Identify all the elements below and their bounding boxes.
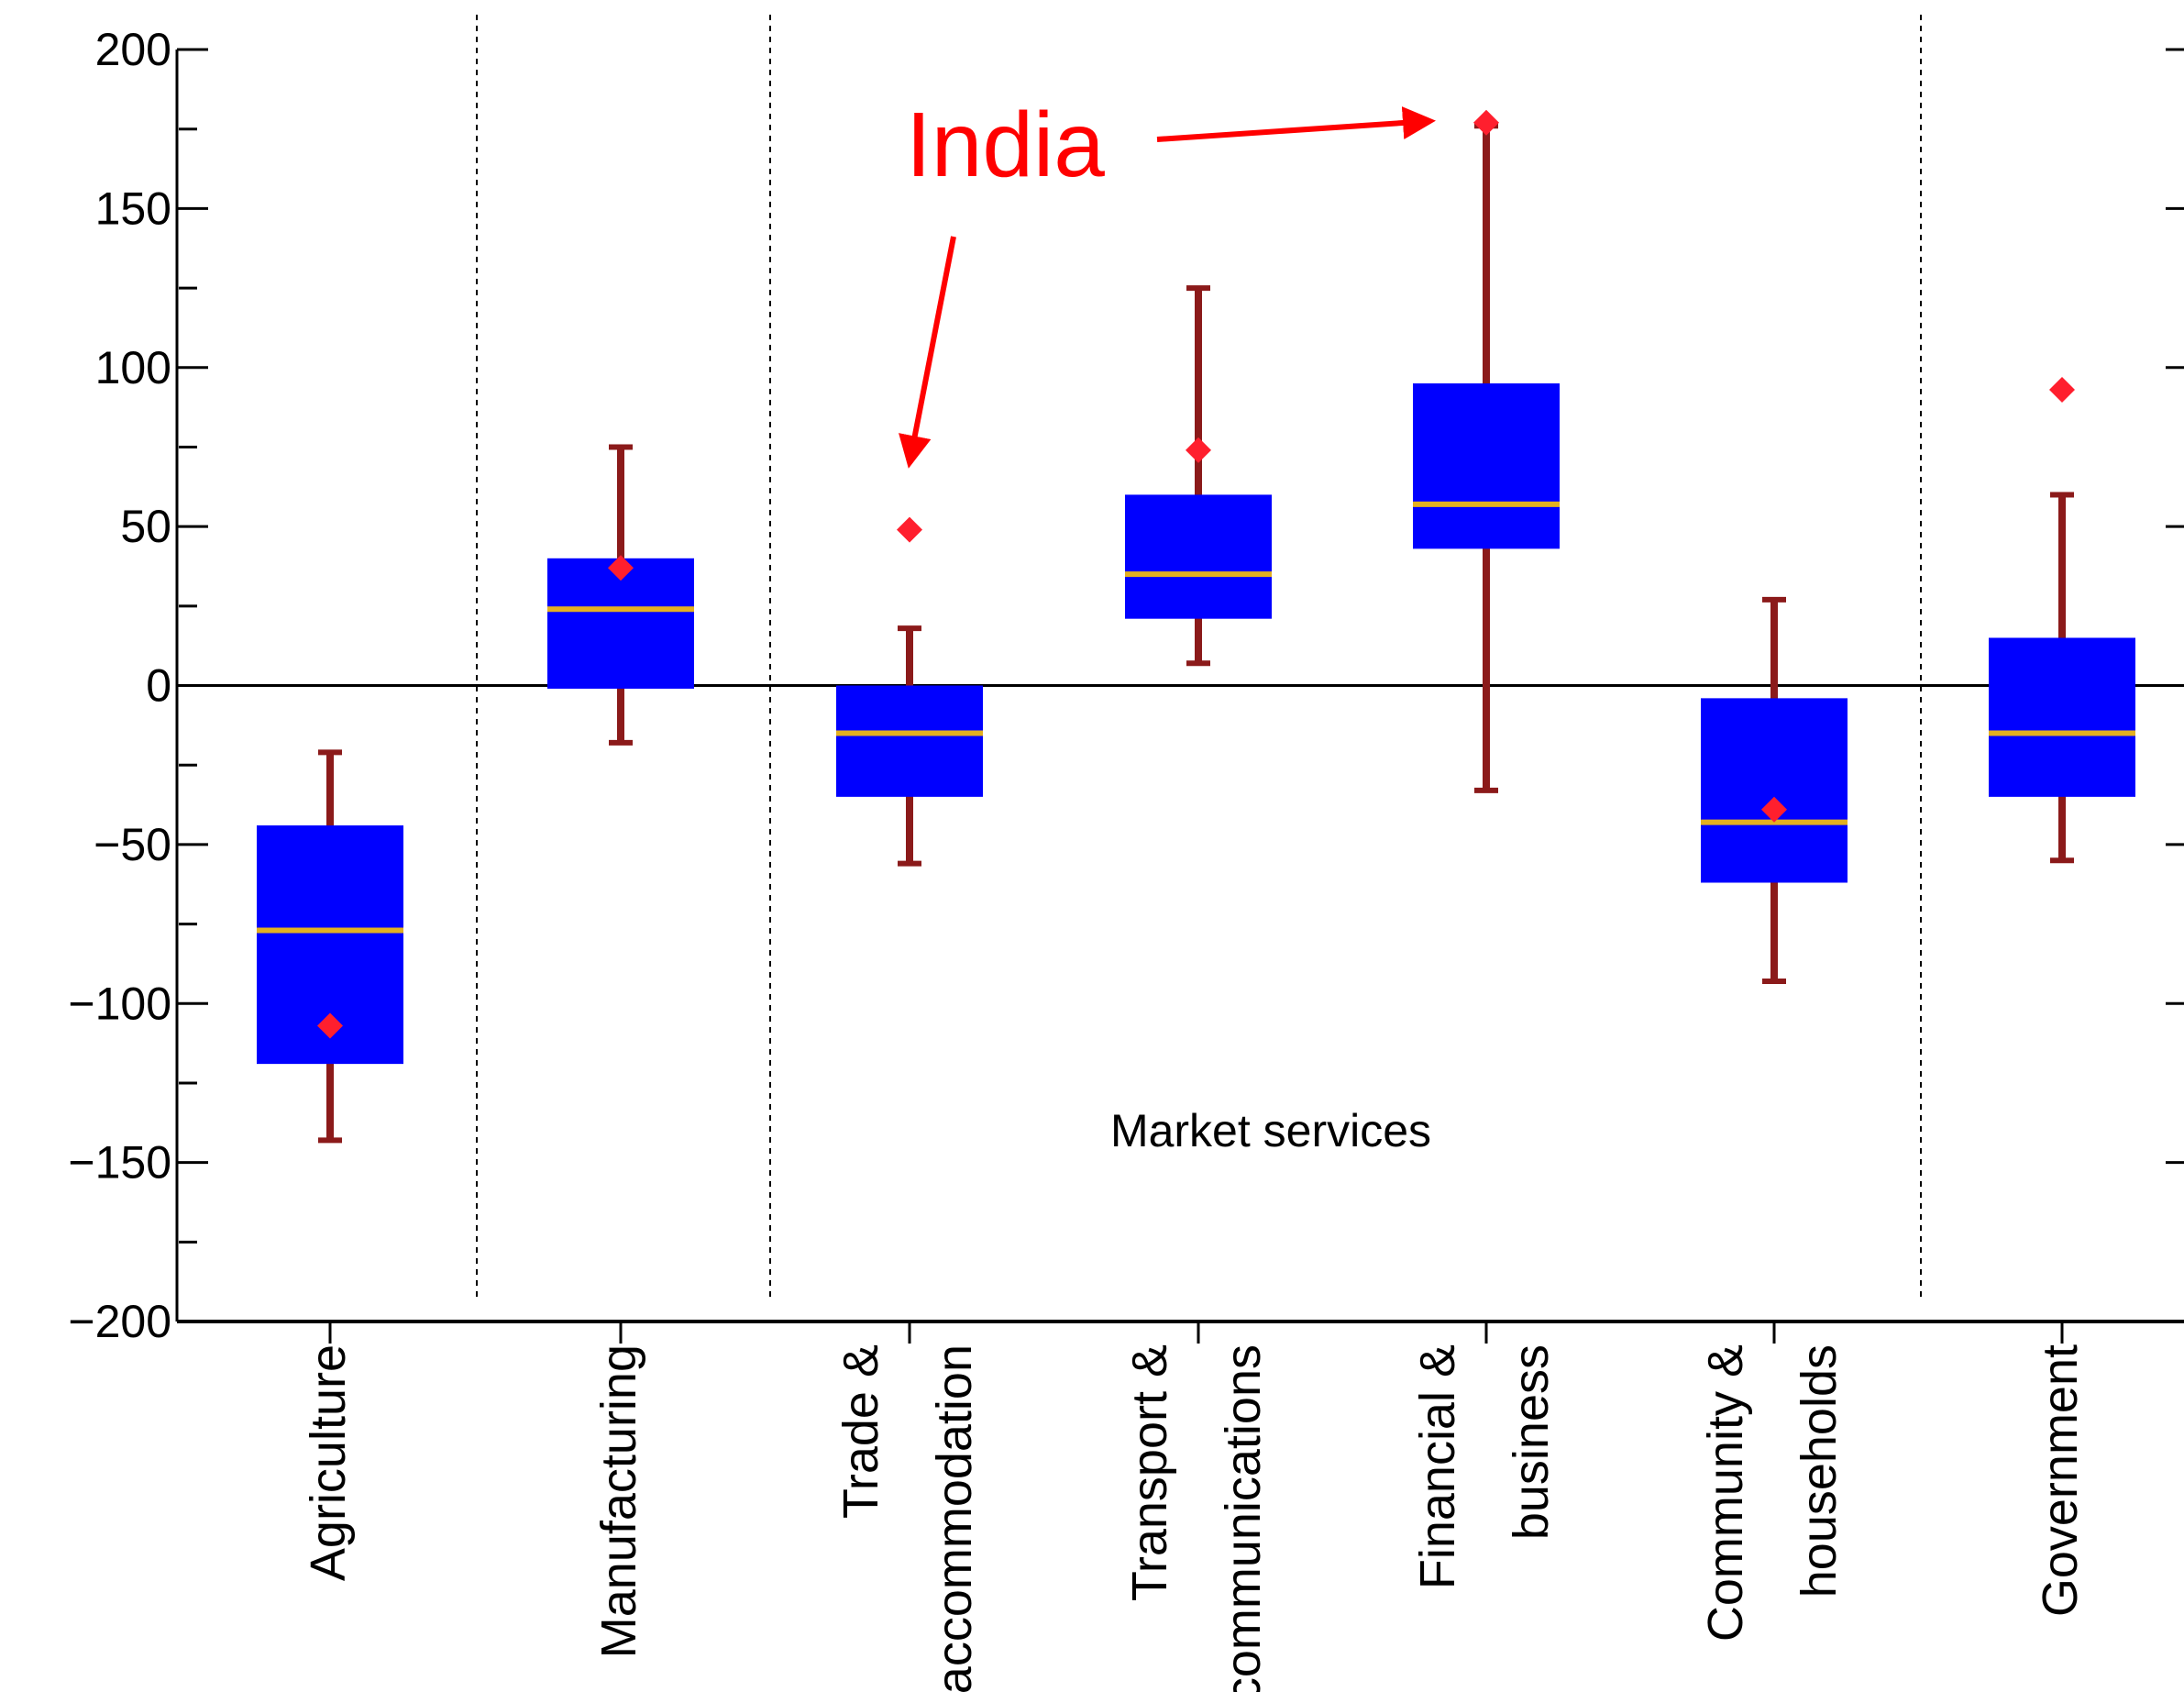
india-marker: [2049, 377, 2075, 404]
y-tick-label: 0: [146, 660, 171, 712]
category-label: Financial &: [1410, 1344, 1465, 1589]
india-markers: [317, 109, 2075, 1039]
category-label: households: [1792, 1344, 1847, 1598]
box-item: [1413, 123, 1560, 793]
box-item: [836, 625, 983, 867]
india-arrow: [899, 236, 956, 469]
y-tick-label: 150: [95, 182, 171, 234]
iqr-box: [1701, 698, 1848, 883]
india-label: India: [906, 94, 1105, 196]
y-tick-label: −150: [68, 1137, 171, 1189]
y-tick-label: −200: [68, 1296, 171, 1347]
annotations: India Market services: [899, 94, 1436, 1156]
india-marker: [317, 1012, 343, 1039]
category-label: accommodation: [927, 1344, 982, 1692]
market-services-label: Market services: [1110, 1105, 1431, 1156]
category-label: Community &: [1698, 1344, 1753, 1642]
india-marker: [608, 555, 634, 581]
box-item: [1125, 285, 1272, 667]
category-labels: Agriculture Manufacturing Trade & accommoda…: [301, 1344, 2088, 1692]
y-tick-label: 100: [95, 342, 171, 393]
category-label: communications: [1216, 1344, 1271, 1692]
india-marker: [1473, 109, 1499, 136]
iqr-box: [1989, 637, 2135, 797]
india-arrow: [1156, 106, 1436, 142]
box-item: [547, 444, 694, 746]
category-label: Trade &: [833, 1344, 888, 1519]
iqr-box: [1125, 494, 1272, 619]
category-label: Government: [2033, 1344, 2088, 1617]
box-item: [257, 749, 403, 1144]
y-tick-label: 50: [120, 501, 171, 552]
boxes: [257, 123, 2135, 1144]
category-label: Manufacturing: [591, 1344, 646, 1658]
box-item: [1989, 492, 2135, 864]
y-tick-label: 200: [95, 24, 171, 75]
axes: 200 150 100 50 0 −50 −100 −150 −200: [68, 24, 2184, 1347]
category-label: Agriculture: [301, 1344, 356, 1581]
box-item: [1701, 596, 1848, 984]
y-tick-label: −50: [94, 819, 171, 870]
india-marker: [897, 516, 922, 543]
category-label: Transport &: [1122, 1344, 1177, 1601]
y-tick-label: −100: [68, 978, 171, 1029]
india-marker: [1761, 796, 1787, 823]
india-marker: [1186, 437, 1211, 463]
iqr-box: [836, 685, 983, 797]
category-label: business: [1504, 1344, 1559, 1540]
section-separators: [476, 15, 1922, 1302]
iqr-box: [1413, 383, 1560, 549]
